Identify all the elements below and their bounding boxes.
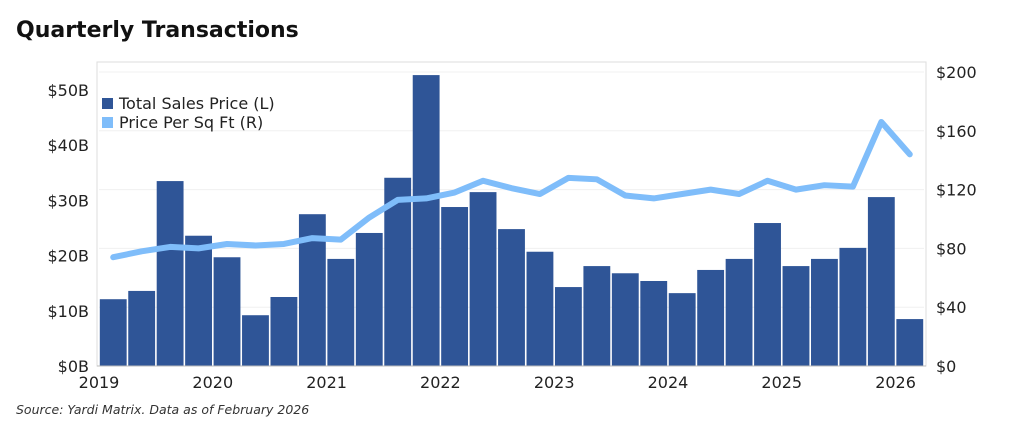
bar [327,258,355,366]
bar [128,290,156,366]
source-note: Source: Yardi Matrix. Data as of Februar… [16,402,310,417]
bar [697,269,725,366]
bar [469,192,497,366]
bar [611,273,639,366]
bar [754,223,781,366]
legend-swatch-line [102,117,113,128]
left-tick-label: $40B [47,136,89,155]
x-tick-label: 2023 [534,373,575,392]
left-tick-label: $0B [58,357,89,376]
legend-label: Total Sales Price (L) [118,94,275,113]
bar [839,247,867,366]
left-tick-label: $10B [47,302,89,321]
bar [583,266,611,366]
left-tick-label: $30B [47,191,89,210]
x-tick-label: 2026 [875,373,916,392]
legend-swatch-bar [102,98,113,109]
bar [811,258,838,366]
bar [185,235,212,366]
left-tick-label: $50B [47,81,89,100]
x-tick-label: 2020 [192,373,233,392]
bar [242,315,269,366]
bar [270,297,298,366]
right-tick-label: $80 [936,239,967,258]
bar [213,257,241,366]
bar [782,266,810,366]
x-tick-label: 2025 [761,373,802,392]
bar [355,232,383,366]
x-tick-label: 2021 [306,373,347,392]
x-tick-label: 2019 [79,373,120,392]
legend-label: Price Per Sq Ft (R) [119,113,263,132]
bar [99,299,127,366]
bar [526,251,554,366]
chart-title: Quarterly Transactions [16,18,299,43]
bar [867,197,895,366]
x-tick-label: 2022 [420,373,461,392]
left-tick-label: $20B [47,247,89,266]
right-tick-label: $40 [936,298,967,317]
right-tick-label: $200 [936,63,977,82]
bar [725,258,753,366]
right-tick-label: $120 [936,181,977,200]
bar [498,229,525,366]
bar [156,181,184,366]
bar [412,75,440,366]
x-tick-label: 2024 [648,373,689,392]
bar [668,293,696,366]
bar [441,207,469,366]
right-tick-label: $0 [936,357,956,376]
bar [640,280,668,366]
bar [896,319,924,366]
bar [554,287,582,366]
right-tick-label: $160 [936,122,977,141]
bar [384,177,412,366]
